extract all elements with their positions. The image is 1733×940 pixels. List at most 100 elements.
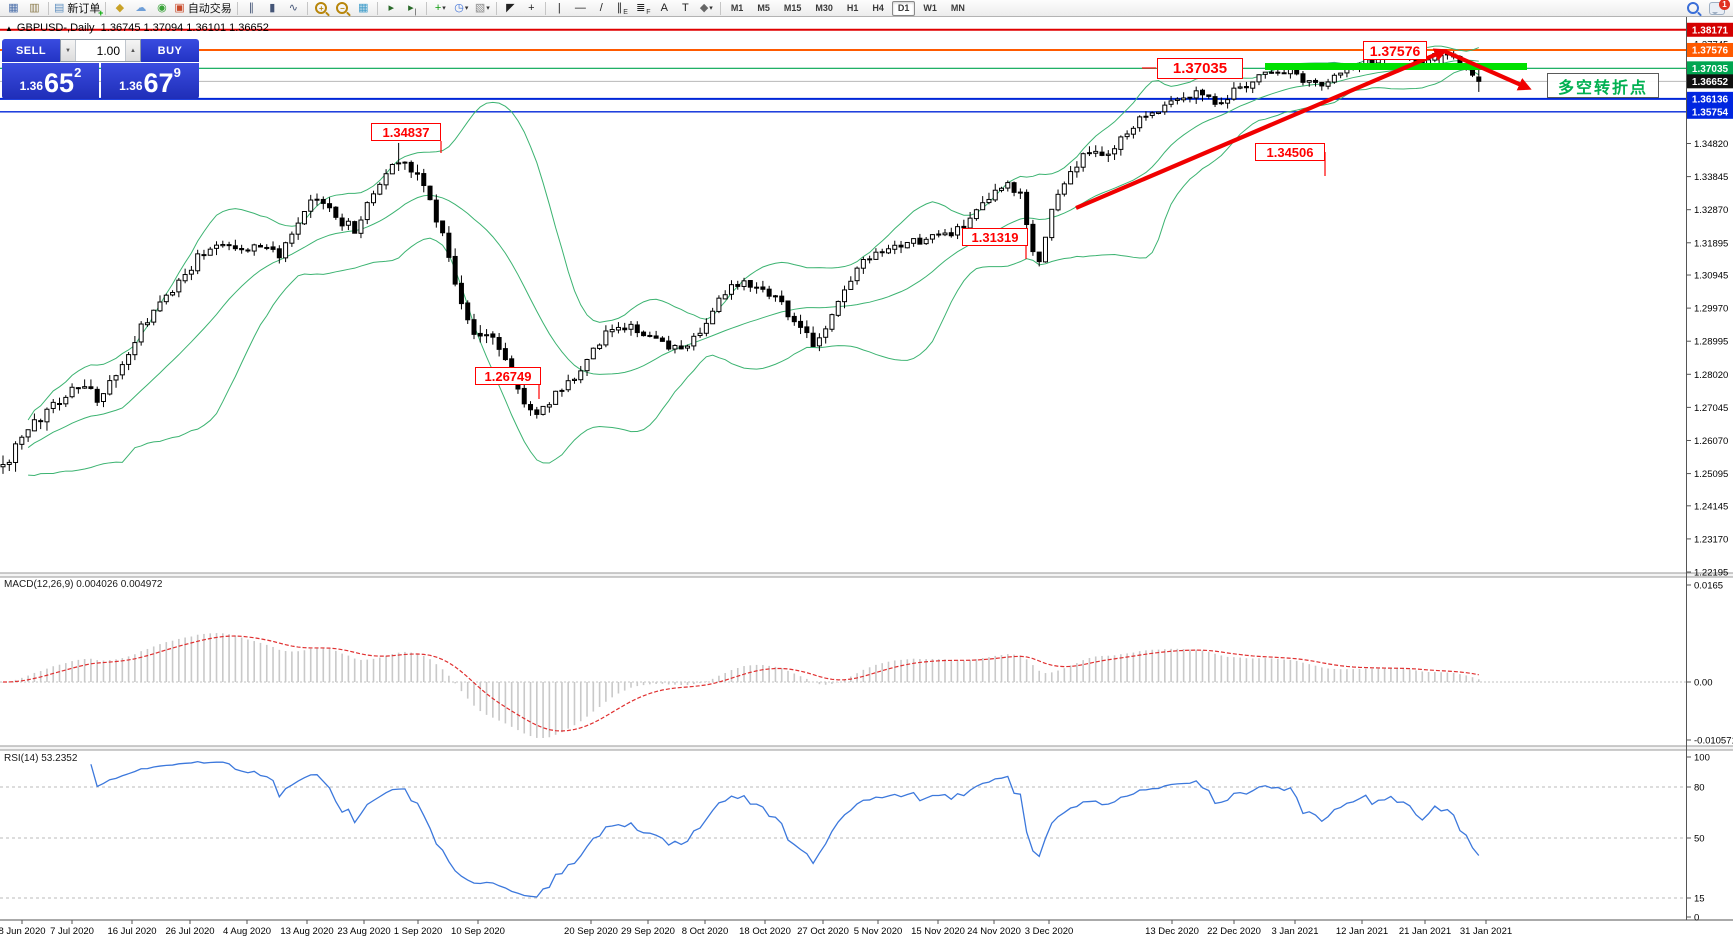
candle-body (308, 199, 314, 212)
zoom-out-icon[interactable]: − (332, 1, 353, 16)
candle-body (716, 297, 722, 312)
candle-body (1338, 72, 1344, 76)
candle-body (295, 222, 301, 235)
sell-price-display[interactable]: 1.36 65 2 (2, 63, 99, 99)
chart-window-icon[interactable]: ▦ (3, 1, 24, 16)
panel-separator[interactable] (0, 746, 1733, 750)
market-watch-icon[interactable]: ▥ (24, 1, 45, 16)
bar-chart-icon[interactable]: ∥ (241, 1, 262, 16)
macd-histogram-bar (655, 682, 657, 684)
candle-body (188, 269, 194, 275)
macd-histogram-bar (1057, 670, 1059, 682)
candle-body (226, 244, 232, 247)
price-badge[interactable] (1687, 74, 1733, 89)
timeframe-H4[interactable]: H4 (872, 2, 884, 13)
chat-icon[interactable]: 1 (1709, 0, 1730, 15)
collapse-icon[interactable]: ▲ (5, 24, 13, 33)
auto-trading-icon[interactable]: ▣ 自动交易 (172, 1, 233, 16)
macd-histogram-bar (1396, 668, 1398, 682)
timeframe-H1[interactable]: H1 (846, 2, 859, 13)
macd-histogram-bar (1226, 656, 1229, 682)
trend-arrow[interactable] (1075, 48, 1448, 210)
timeframe-M30[interactable]: M30 (815, 2, 833, 13)
price-badge[interactable] (1687, 104, 1733, 119)
timeframe-W1[interactable]: W1 (923, 2, 937, 13)
chart-shift-icon[interactable]: ▸ | (402, 1, 423, 16)
macd-histogram-bar (134, 654, 136, 682)
indicators-icon[interactable]: + ▾ (430, 1, 451, 16)
candle-body (980, 202, 986, 211)
sell-button[interactable]: SELL (2, 39, 60, 62)
zoom-in-icon[interactable]: + (311, 1, 332, 16)
price-badge[interactable] (1687, 91, 1733, 106)
rsi-value: 53.2352 (41, 753, 78, 764)
macd-histogram-bar (824, 682, 827, 685)
vertical-line-icon[interactable]: | (549, 1, 570, 16)
new-order-icon[interactable]: ▤ + 新订单 (52, 1, 103, 18)
auto-scroll-icon[interactable]: ▸ (381, 1, 402, 16)
timeframe-MN[interactable]: MN (950, 2, 965, 13)
trend-arrow[interactable] (1443, 49, 1532, 91)
macd-histogram-bar (127, 656, 130, 682)
price-annotation[interactable]: 1.26749 (475, 367, 541, 385)
macd-histogram-bar (1390, 668, 1392, 682)
price-badge[interactable] (1687, 22, 1733, 37)
fibonacci-icon-letter: F (646, 8, 651, 16)
volume-increase-button[interactable]: ▲ (125, 40, 140, 61)
macd-histogram-bar (360, 659, 362, 682)
price-badge[interactable] (1687, 42, 1733, 57)
macd-histogram-bar (906, 659, 909, 682)
search-icon[interactable] (1687, 2, 1699, 14)
timeframe-M1[interactable]: M1 (730, 2, 744, 13)
macd-histogram-bar (1452, 672, 1455, 682)
macd-histogram-bar (165, 642, 168, 682)
market-broadcast-icon[interactable]: ◉ (151, 1, 172, 16)
volume-decrease-button[interactable]: ▼ (61, 40, 76, 61)
timeframe-M15[interactable]: M15 (783, 2, 802, 13)
price-annotation[interactable]: 1.34506 (1255, 143, 1325, 161)
macd-histogram-bar (981, 658, 984, 682)
price-annotation[interactable]: 1.31319 (962, 228, 1028, 246)
candle-body (854, 267, 860, 282)
volume-value[interactable]: 1.00 (96, 43, 120, 58)
candle-body (948, 232, 954, 237)
text-label-icon[interactable]: T (675, 1, 696, 16)
text-icon[interactable]: A (654, 1, 675, 16)
panel-separator[interactable] (0, 573, 1733, 577)
price-annotation[interactable]: 1.37576 (1363, 41, 1427, 60)
macd-value-1: 0.004026 (76, 579, 118, 590)
mql5-community-icon[interactable]: ◆ (109, 1, 130, 16)
toolbar-separator (544, 1, 546, 15)
macd-histogram-bar (448, 675, 450, 682)
turning-point-annotation[interactable]: 多空转折点 (1547, 73, 1659, 98)
horizontal-line-icon[interactable]: — (570, 1, 591, 16)
arrows-tool-icon[interactable]: ◆ ▾ (696, 1, 717, 16)
resistance-highlight-band[interactable] (1265, 63, 1527, 70)
cursor-icon[interactable]: ◤ (500, 1, 521, 16)
trendline-icon[interactable]: / (591, 1, 612, 16)
fibonacci-icon[interactable]: ≣ F (633, 1, 654, 16)
signals-icon[interactable]: ☁ (130, 1, 151, 16)
candle-body (867, 258, 873, 261)
candle-body (1112, 148, 1118, 155)
timeframe-D1[interactable]: D1 (891, 0, 916, 16)
timeframe-M5[interactable]: M5 (757, 2, 770, 13)
candle-body (772, 295, 778, 298)
candle-body (433, 199, 439, 223)
templates-icon[interactable]: ▧ ▾ (472, 1, 493, 16)
macd-histogram-bar (159, 644, 161, 682)
line-chart-icon[interactable]: ∿ (283, 1, 304, 16)
crosshair-icon[interactable]: + (521, 1, 542, 16)
price-annotation[interactable]: 1.37035 (1157, 58, 1243, 79)
candlestick-chart-icon[interactable]: ▮ (262, 1, 283, 16)
periods-icon[interactable]: ◷ ▾ (451, 1, 472, 16)
buy-button[interactable]: BUY (141, 39, 199, 62)
buy-price-display[interactable]: 1.36 67 9 (101, 63, 199, 99)
candle-body (1105, 153, 1111, 156)
tile-windows-icon[interactable]: ▦ (353, 1, 374, 16)
price-badge[interactable] (1687, 61, 1733, 76)
equidistant-channel-icon[interactable]: ∥ E (612, 1, 633, 16)
toolbar-separator (376, 1, 378, 15)
price-annotation[interactable]: 1.34837 (371, 123, 441, 141)
candle-body (402, 161, 408, 164)
